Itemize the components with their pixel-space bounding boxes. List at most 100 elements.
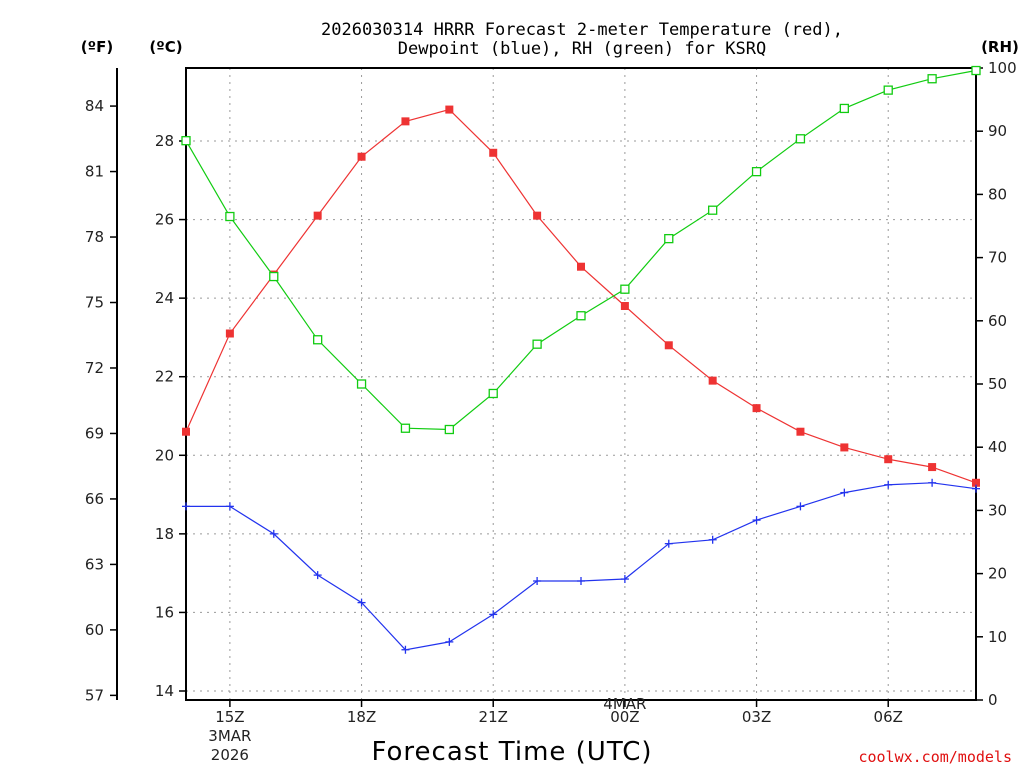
data-point-dewpoint — [357, 598, 366, 607]
fahrenheit-tick-label: 66 — [85, 490, 104, 508]
fahrenheit-tick-label: 78 — [85, 228, 104, 246]
data-point-rh — [576, 311, 586, 321]
x-tick-label: 00Z — [610, 708, 639, 726]
x-tick-label: 15Z — [215, 708, 244, 726]
data-point-rh — [795, 134, 806, 144]
rh-tick-label: 50 — [988, 375, 1007, 393]
x-tick-label: 03Z — [742, 708, 771, 726]
axes: 57 60 63 66 69 72 75 78 81 84 14 16 18 20 22 24 26 28 0 10 2… — [85, 59, 1017, 764]
data-point-dewpoint — [401, 645, 410, 654]
data-point-dewpoint — [533, 577, 542, 585]
series-line — [185, 69, 977, 431]
data-point-temperature — [884, 455, 893, 464]
data-point-temperature — [445, 105, 454, 114]
data-point-rh — [488, 388, 498, 399]
x-tick-date-label: 3MAR — [208, 727, 251, 745]
data-point-rh — [400, 423, 411, 433]
data-point-dewpoint — [840, 488, 849, 497]
data-point-temperature — [620, 302, 629, 310]
data-point-rh — [708, 205, 718, 215]
fahrenheit-tick-label: 57 — [85, 686, 104, 704]
fahrenheit-tick-label: 60 — [85, 621, 104, 639]
fahrenheit-axis-unit: (ºF) — [81, 38, 113, 56]
rh-axis-unit: (RH) — [981, 38, 1019, 56]
data-point-rh — [751, 166, 762, 177]
fahrenheit-tick-label: 84 — [85, 97, 104, 115]
rh-tick-label: 90 — [988, 122, 1007, 140]
rh-tick-label: 70 — [988, 249, 1007, 267]
celsius-tick-label: 20 — [155, 446, 174, 464]
grid-lines — [186, 68, 976, 700]
celsius-tick-label: 24 — [155, 289, 174, 307]
rh-tick-label: 0 — [988, 691, 998, 709]
rh-tick-label: 60 — [988, 312, 1007, 330]
data-point-dewpoint — [928, 478, 937, 487]
x-tick-label: 21Z — [479, 708, 508, 726]
data-point-temperature — [664, 341, 673, 350]
data-point-temperature — [225, 329, 234, 338]
data-point-dewpoint — [182, 502, 190, 511]
data-point-temperature — [533, 211, 542, 220]
celsius-tick-label: 22 — [155, 368, 174, 386]
data-point-temperature — [752, 404, 761, 413]
celsius-tick-label: 26 — [155, 211, 174, 229]
data-point-rh — [444, 424, 454, 435]
data-point-rh — [269, 271, 279, 282]
data-point-rh — [839, 103, 849, 114]
data-point-rh — [664, 233, 674, 244]
chart-title-line-1: 2026030314 HRRR Forecast 2-meter Tempera… — [321, 20, 843, 40]
data-point-rh — [225, 211, 235, 222]
data-point-dewpoint — [620, 575, 629, 584]
data-point-dewpoint — [577, 577, 585, 585]
celsius-axis-unit: (ºC) — [149, 38, 182, 56]
data-point-dewpoint — [225, 502, 234, 511]
data-point-temperature — [313, 211, 322, 220]
data-point-dewpoint — [269, 529, 278, 538]
data-point-dewpoint — [796, 502, 805, 511]
rh-tick-label: 40 — [988, 438, 1007, 456]
data-point-temperature — [972, 478, 980, 487]
data-point-temperature — [840, 443, 849, 452]
data-point-temperature — [489, 148, 498, 157]
data-series — [181, 65, 981, 654]
data-point-temperature — [182, 427, 190, 436]
x-tick-date-label: 2026 — [211, 746, 249, 764]
series-line — [186, 482, 977, 651]
source-credit: coolwx.com/models — [858, 748, 1012, 766]
x-tick-label: 06Z — [874, 708, 903, 726]
rh-tick-label: 20 — [988, 565, 1007, 583]
data-point-dewpoint — [752, 516, 761, 525]
data-point-rh — [883, 85, 893, 95]
fahrenheit-tick-label: 81 — [85, 163, 104, 181]
celsius-tick-label: 28 — [155, 132, 174, 150]
fahrenheit-tick-label: 72 — [85, 359, 104, 377]
chart-title-line-2: Dewpoint (blue), RH (green) for KSRQ — [398, 39, 766, 59]
data-point-dewpoint — [445, 637, 454, 646]
data-point-rh — [181, 136, 191, 146]
data-point-rh — [620, 284, 630, 294]
x-tick-label: 18Z — [347, 708, 376, 726]
fahrenheit-tick-label: 63 — [85, 555, 104, 573]
data-point-dewpoint — [664, 539, 673, 548]
data-point-dewpoint — [313, 571, 322, 580]
data-point-dewpoint — [708, 535, 717, 544]
data-point-temperature — [577, 262, 585, 271]
rh-tick-label: 80 — [988, 185, 1007, 203]
data-point-rh — [356, 379, 367, 389]
x-tick-date-label: 4MAR — [603, 695, 646, 713]
data-point-rh — [313, 335, 323, 345]
rh-tick-label: 30 — [988, 501, 1007, 519]
series-line — [185, 108, 977, 484]
data-point-dewpoint — [884, 480, 893, 489]
fahrenheit-tick-label: 69 — [85, 424, 104, 442]
fahrenheit-tick-label: 75 — [85, 294, 104, 312]
data-point-temperature — [357, 152, 366, 161]
data-point-rh — [532, 339, 542, 349]
data-point-temperature — [796, 427, 805, 436]
data-point-rh — [927, 74, 937, 84]
data-point-temperature — [928, 463, 937, 472]
data-point-rh — [971, 65, 981, 76]
celsius-tick-label: 18 — [155, 525, 174, 543]
plot-frame — [185, 67, 977, 701]
